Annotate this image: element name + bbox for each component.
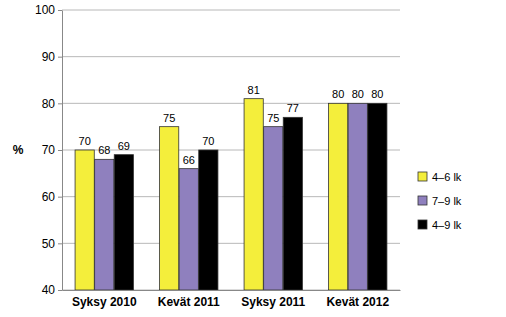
bar [329,103,348,290]
bars [75,99,387,290]
data-label: 69 [118,140,130,152]
data-label: 70 [202,135,214,147]
data-label: 77 [287,102,299,114]
tick-label: Kevät 2012 [326,295,389,309]
tick: Syksy 2010 [72,290,137,309]
tick: 40 [42,283,62,297]
x-axis: Syksy 2010 Kevät 2011 Syksy 2011 Kevät 2012 [63,290,401,309]
tick-mark [58,243,62,244]
tick: 50 [42,237,62,251]
data-label: 81 [248,84,260,96]
bar [179,169,198,290]
tick: 80 [42,97,62,111]
plot: 70 75 81 80 68 66 75 80 69 70 77 80 40 50 60 70 80 90 100 S… [35,3,401,309]
chart: 70 75 81 80 68 66 75 80 69 70 77 80 40 50 60 70 80 90 100 S… [0,0,506,317]
legend-label: 4–9 lk [432,219,462,231]
legend: 4–6 lk 7–9 lk 4–9 lk [418,171,462,231]
data-label: 75 [163,112,175,124]
tick-label: Syksy 2011 [241,295,305,309]
data-labels: 70 75 81 80 68 66 75 80 69 70 77 80 [79,84,384,166]
grid-line [62,56,400,57]
axis-title: % [13,143,24,157]
data-label: 75 [267,112,279,124]
tick-mark [58,150,62,151]
tick: Kevät 2011 [158,290,220,309]
bar [368,103,387,290]
axis-line [63,290,401,291]
tick: 90 [42,50,62,64]
bar [95,159,114,290]
grid [62,10,400,290]
y-axis: 40 50 60 70 80 90 100 [35,3,63,297]
data-label: 80 [371,88,383,100]
tick-label: 90 [42,50,56,64]
bar-series [75,99,348,290]
tick-mark [58,57,62,58]
tick-label: 80 [42,97,56,111]
legend-item: 4–6 lk [418,171,462,183]
tick-mark [58,103,62,104]
tick: 70 [42,143,62,157]
tick: 100 [35,3,62,17]
data-label: 66 [183,154,195,166]
tick-mark [58,290,62,291]
tick-mark [58,10,62,11]
bar [244,99,263,290]
tick-label: 50 [42,237,56,251]
tick-label: Syksy 2010 [72,295,137,309]
bar [283,117,302,290]
legend-swatch [418,220,427,229]
data-label: 68 [98,144,110,156]
bar-series [95,103,368,290]
data-label: 70 [79,135,91,147]
bar [160,127,179,290]
tick-label: 70 [42,143,56,157]
legend-item: 7–9 lk [418,195,462,207]
bar [199,150,218,290]
tick: Kevät 2012 [326,290,389,309]
bar [75,150,94,290]
tick: 60 [42,190,62,204]
tick-mark [58,197,62,198]
legend-swatch [418,196,427,205]
grid-line [62,10,400,11]
tick-label: 60 [42,190,56,204]
legend-item: 4–9 lk [418,219,462,231]
legend-label: 4–6 lk [432,171,462,183]
bar [348,103,367,290]
tick-label: Kevät 2011 [158,295,220,309]
axis-line [62,11,63,291]
legend-swatch [418,172,427,181]
bar-series [114,103,387,290]
data-label: 80 [352,88,364,100]
data-label: 80 [332,88,344,100]
legend-label: 7–9 lk [432,195,462,207]
tick: Syksy 2011 [241,290,305,309]
tick-label: 40 [42,283,56,297]
bar [114,155,133,290]
bar [264,127,283,290]
tick-label: 100 [35,3,55,17]
